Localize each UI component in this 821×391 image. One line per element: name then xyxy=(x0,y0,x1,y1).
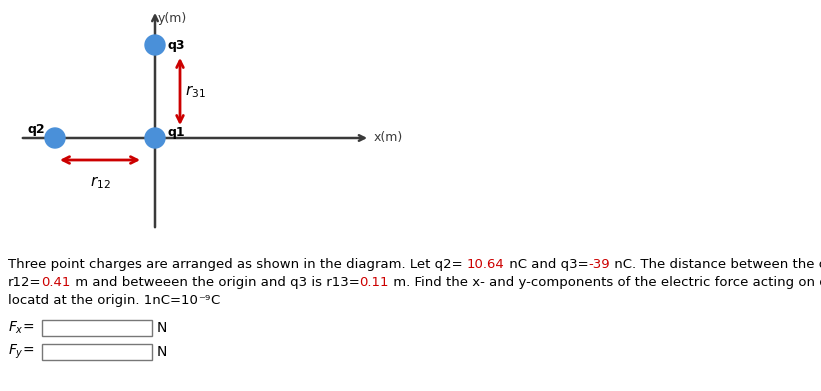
Text: -39: -39 xyxy=(589,258,610,271)
Text: locatd at the origin. 1nC=10: locatd at the origin. 1nC=10 xyxy=(8,294,198,307)
Text: q1: q1 xyxy=(167,126,185,139)
Text: y(m): y(m) xyxy=(158,12,187,25)
Circle shape xyxy=(145,35,165,55)
Text: C: C xyxy=(210,294,219,307)
Text: r12=: r12= xyxy=(8,276,42,289)
Text: N: N xyxy=(157,321,167,335)
Text: $r_{31}$: $r_{31}$ xyxy=(185,83,206,100)
Text: m. Find the x- and y-components of the electric force acting on q1=: m. Find the x- and y-components of the e… xyxy=(389,276,821,289)
Text: 0.41: 0.41 xyxy=(42,276,71,289)
Circle shape xyxy=(145,128,165,148)
Text: 10.64: 10.64 xyxy=(467,258,505,271)
Bar xyxy=(42,344,152,360)
Text: x(m): x(m) xyxy=(374,131,403,145)
Text: N: N xyxy=(157,345,167,359)
Text: m and betweeen the origin and q3 is r13=: m and betweeen the origin and q3 is r13= xyxy=(71,276,360,289)
Text: q2: q2 xyxy=(27,123,44,136)
Text: 0.11: 0.11 xyxy=(360,276,389,289)
Text: $F_x$=: $F_x$= xyxy=(8,320,34,336)
Text: ⁻⁹: ⁻⁹ xyxy=(198,294,210,307)
Bar xyxy=(42,320,152,336)
Text: $r_{12}$: $r_{12}$ xyxy=(89,174,110,191)
Text: q3: q3 xyxy=(167,38,185,52)
Circle shape xyxy=(45,128,65,148)
Text: Three point charges are arranged as shown in the diagram. Let q2=: Three point charges are arranged as show… xyxy=(8,258,467,271)
Text: nC. The distance between the origin and q2 is: nC. The distance between the origin and … xyxy=(610,258,821,271)
Text: $F_y$=: $F_y$= xyxy=(8,343,34,361)
Text: nC and q3=: nC and q3= xyxy=(505,258,589,271)
